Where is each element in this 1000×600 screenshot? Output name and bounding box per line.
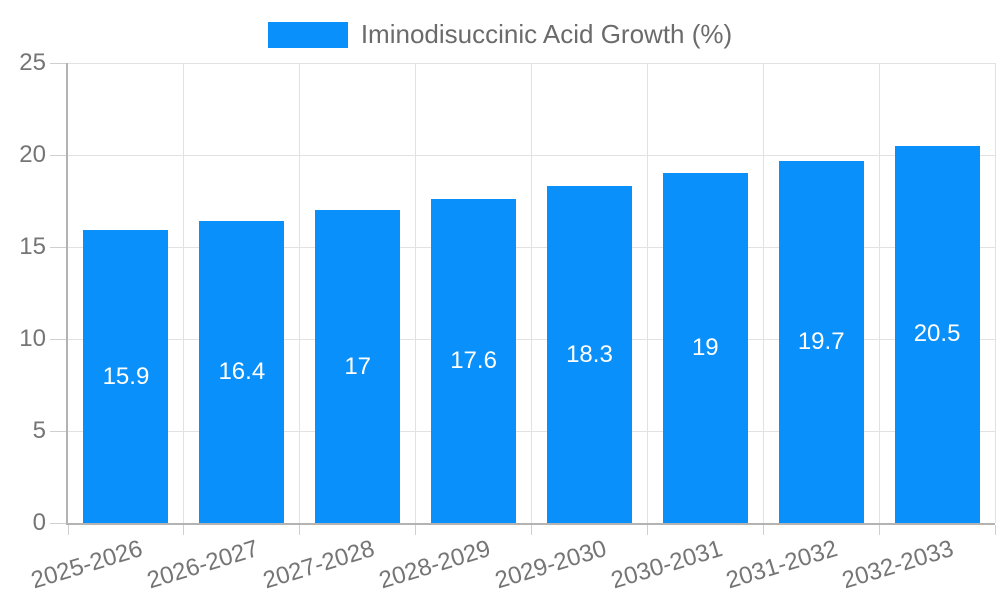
bar-value-label: 16.4 xyxy=(218,358,266,386)
x-axis-line xyxy=(66,523,995,525)
plot-area: 15.9 16.4 17 17.6 18.3 19 19.7 20.5 xyxy=(50,62,996,535)
x-tick-mark xyxy=(415,525,417,535)
x-tick-mark xyxy=(994,525,996,535)
legend-swatch xyxy=(267,21,348,48)
bar: 16.4 xyxy=(199,221,285,523)
gridline-vertical xyxy=(415,63,417,523)
x-axis-labels: 2025-2026 2026-2027 2027-2028 2028-2029 2029… xyxy=(28,535,995,600)
y-tick-mark xyxy=(50,246,68,248)
x-tick-label: 2029-2030 xyxy=(491,535,610,595)
y-tick-label: 10 xyxy=(19,325,46,352)
bar-value-label: 15.9 xyxy=(102,362,150,390)
y-tick-mark xyxy=(50,62,68,64)
bar: 18.3 xyxy=(546,186,632,523)
bar: 17.6 xyxy=(431,199,517,523)
x-tick-label: 2026-2027 xyxy=(144,535,262,595)
y-tick-mark xyxy=(50,154,68,156)
gridline-vertical xyxy=(994,63,996,523)
y-axis-line xyxy=(66,63,68,525)
y-tick-mark xyxy=(50,338,68,340)
x-tick-mark xyxy=(183,525,185,535)
y-tick-label: 25 xyxy=(19,49,46,76)
x-tick-mark xyxy=(299,525,301,535)
gridline-vertical xyxy=(299,63,301,523)
gridline-vertical xyxy=(762,63,764,523)
x-tick-label: 2031-2032 xyxy=(723,535,842,595)
bar-value-label: 19 xyxy=(691,334,719,362)
bar: 19.7 xyxy=(778,160,864,523)
x-tick-label: 2027-2028 xyxy=(259,535,378,595)
x-tick-mark xyxy=(878,525,880,535)
x-tick-label: 2025-2026 xyxy=(28,535,146,595)
x-tick-mark xyxy=(762,525,764,535)
x-tick-label: 2032-2033 xyxy=(839,535,957,595)
bar-value-label: 17 xyxy=(344,352,372,380)
y-tick-label: 15 xyxy=(19,233,46,260)
bar-value-label: 20.5 xyxy=(913,320,961,348)
gridline-vertical xyxy=(531,63,532,523)
gridline-vertical xyxy=(646,63,648,523)
bar: 15.9 xyxy=(83,230,169,523)
gridline-vertical xyxy=(183,63,185,523)
x-tick-label: 2028-2029 xyxy=(375,535,494,595)
y-tick-label: 0 xyxy=(32,509,46,536)
x-tick-label: 2030-2031 xyxy=(607,535,726,595)
bar: 20.5 xyxy=(894,145,980,523)
bar: 19 xyxy=(662,173,748,523)
chart-legend: Iminodisuccinic Acid Growth (%) xyxy=(0,19,1000,50)
bar-value-label: 19.7 xyxy=(797,327,845,355)
y-tick-mark xyxy=(50,522,68,524)
bar: 17 xyxy=(315,210,401,523)
y-tick-label: 5 xyxy=(32,417,46,444)
gridline-vertical xyxy=(878,63,880,523)
y-tick-label: 20 xyxy=(19,141,46,168)
y-tick-mark xyxy=(50,430,68,432)
legend-label: Iminodisuccinic Acid Growth (%) xyxy=(360,19,733,49)
x-tick-mark xyxy=(646,525,648,535)
x-tick-mark xyxy=(531,525,532,535)
y-axis-labels: 0 5 10 15 20 25 xyxy=(0,49,46,536)
x-tick-mark xyxy=(67,525,69,535)
bar-value-label: 17.6 xyxy=(450,347,497,375)
bar-value-label: 18.3 xyxy=(566,340,613,368)
